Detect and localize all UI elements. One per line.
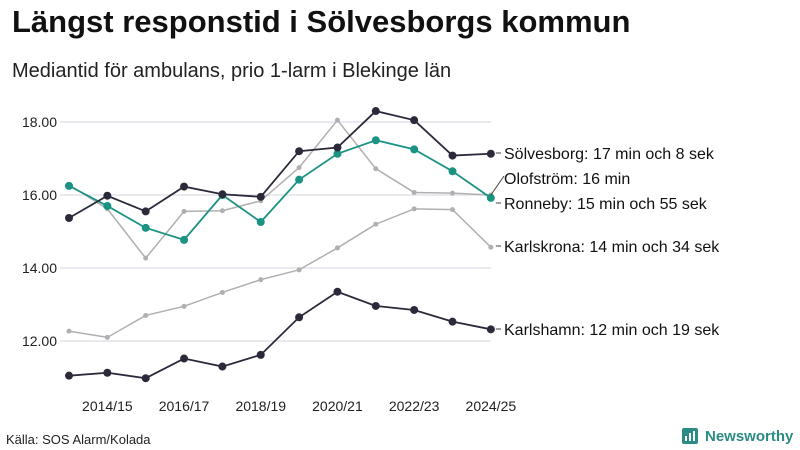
data-point-Ronneby — [65, 181, 73, 190]
data-point-Sölvesborg — [486, 149, 495, 158]
data-point-Karlshamn — [410, 305, 419, 314]
data-point-Karlshamn — [486, 325, 495, 334]
series-line-Karlskrona — [68, 208, 492, 339]
data-point-Sölvesborg — [371, 107, 380, 116]
data-point-Ronneby — [103, 201, 112, 210]
data-point-Ronneby — [256, 218, 265, 227]
data-point-Karlskrona — [219, 289, 225, 295]
data-point-Ronneby — [371, 136, 380, 145]
data-point-Karlskrona — [181, 303, 187, 309]
data-point-Karlskrona — [143, 312, 149, 318]
newsworthy-logo-icon — [682, 428, 698, 444]
data-point-Karlshamn — [141, 374, 150, 383]
data-point-Karlshamn — [333, 287, 342, 296]
series-label-Ronneby: Ronneby: 15 min och 55 sek — [504, 196, 708, 213]
data-point-Karlskrona — [334, 245, 340, 251]
data-point-Karlshamn — [218, 362, 227, 371]
x-tick-label: 2014/15 — [82, 398, 133, 414]
x-tick-label: 2022/23 — [389, 398, 440, 414]
data-point-Sölvesborg — [218, 190, 227, 199]
series-label-Olofström: Olofström: 16 min — [504, 171, 630, 188]
chart-subtitle: Mediantid för ambulans, prio 1-larm i Bl… — [12, 60, 452, 82]
data-point-Olofström — [143, 255, 149, 261]
data-point-Olofström — [411, 189, 417, 195]
data-point-Karlshamn — [103, 368, 112, 377]
data-point-Sölvesborg — [333, 143, 342, 152]
data-point-Karlskrona — [66, 328, 72, 334]
data-point-Sölvesborg — [448, 151, 457, 160]
data-point-Sölvesborg — [410, 116, 419, 125]
data-point-Karlskrona — [488, 244, 494, 250]
data-point-Olofström — [181, 208, 187, 214]
data-point-Sölvesborg — [141, 207, 150, 216]
data-point-Karlskrona — [450, 207, 455, 213]
data-point-Olofström — [296, 165, 302, 171]
y-tick-label: 12.00 — [22, 333, 57, 349]
y-tick-label: 16.00 — [22, 187, 57, 203]
data-point-Olofström — [373, 166, 379, 172]
series-label-Karlskrona: Karlskrona: 14 min och 34 sek — [504, 239, 720, 256]
data-point-Karlskrona — [411, 206, 417, 212]
newsworthy-logo: Newsworthy — [682, 427, 793, 445]
x-tick-label: 2018/19 — [235, 398, 286, 414]
data-point-Sölvesborg — [256, 192, 265, 201]
data-point-Ronneby — [295, 175, 304, 184]
data-point-Sölvesborg — [65, 213, 73, 222]
data-point-Ronneby — [180, 235, 189, 244]
data-point-Olofström — [219, 208, 225, 214]
data-point-Karlskrona — [104, 334, 110, 340]
data-point-Sölvesborg — [103, 191, 112, 200]
data-point-Sölvesborg — [295, 147, 304, 156]
data-point-Ronneby — [448, 167, 457, 176]
data-point-Ronneby — [486, 193, 495, 202]
data-point-Olofström — [334, 117, 340, 123]
y-tick-label: 18.00 — [22, 114, 57, 130]
data-point-Karlshamn — [180, 354, 189, 363]
data-point-Olofström — [450, 190, 455, 196]
series-label-Sölvesborg: Sölvesborg: 17 min och 8 sek — [504, 146, 715, 163]
chart-title: Längst responstid i Sölvesborgs kommun — [12, 4, 631, 39]
data-point-Karlskrona — [373, 221, 379, 227]
data-point-Karlshamn — [256, 350, 265, 359]
data-point-Karlshamn — [295, 313, 304, 322]
series-line-Sölvesborg — [68, 110, 491, 219]
x-tick-label: 2016/17 — [159, 398, 210, 414]
series-line-Ronneby — [68, 139, 492, 241]
data-point-Ronneby — [410, 145, 419, 154]
data-point-Karlskrona — [258, 277, 264, 283]
label-connector — [490, 175, 505, 196]
data-point-Sölvesborg — [180, 182, 189, 191]
x-tick-label: 2020/21 — [312, 398, 363, 414]
data-point-Karlskrona — [296, 267, 302, 273]
series-line-Olofström — [68, 118, 491, 260]
data-point-Karlshamn — [371, 301, 380, 310]
series-label-Karlshamn: Karlshamn: 12 min och 19 sek — [504, 322, 720, 339]
source-note: Källa: SOS Alarm/Kolada — [6, 432, 151, 447]
data-point-Ronneby — [333, 149, 342, 158]
series-line-Karlshamn — [68, 290, 492, 380]
data-point-Karlshamn — [448, 317, 457, 326]
logo-text: Newsworthy — [705, 427, 794, 445]
x-tick-label: 2024/25 — [466, 398, 517, 414]
y-tick-label: 14.00 — [22, 260, 57, 276]
data-point-Karlshamn — [65, 371, 73, 380]
data-point-Ronneby — [141, 223, 150, 232]
